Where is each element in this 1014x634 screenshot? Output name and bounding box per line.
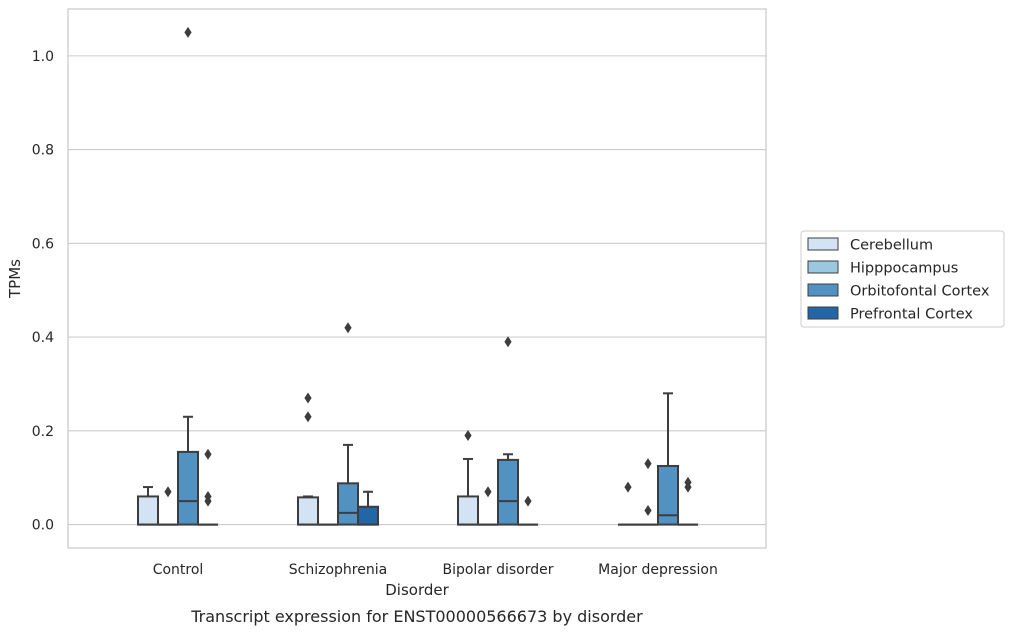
- box-orbitofontal-cortex: [497, 336, 519, 526]
- outlier-point: [464, 430, 472, 442]
- legend-label: Orbitofontal Cortex: [850, 284, 990, 300]
- outlier-point: [644, 458, 652, 470]
- outlier-point: [524, 495, 532, 507]
- x-ticks: Control Schizophrenia Bipolar disorder Majo…: [153, 562, 718, 578]
- outlier-point: [164, 486, 172, 498]
- box-body: [137, 495, 159, 526]
- box-body: [357, 505, 379, 526]
- legend-swatch: [807, 306, 839, 320]
- legend: Cerebellum Hipppocampus Orbitofontal Corte…: [800, 230, 1005, 328]
- box-body: [457, 495, 479, 526]
- x-tick-label: Bipolar disorder: [442, 562, 553, 578]
- box-body: [297, 496, 319, 526]
- box-hipppocampus: [638, 458, 658, 526]
- box-body: [337, 482, 359, 526]
- box-cerebellum: [297, 392, 319, 526]
- box-prefrontal-cortex: [518, 495, 538, 526]
- y-tick-label: 1.0: [32, 49, 54, 65]
- y-tick-label: 0.6: [32, 236, 54, 252]
- box-hipppocampus: [158, 486, 178, 526]
- outlier-point: [624, 481, 632, 493]
- legend-label: Hipppocampus: [850, 261, 958, 277]
- box-prefrontal-cortex: [678, 476, 698, 526]
- box-cerebellum: [618, 481, 638, 526]
- box-prefrontal-cortex: [357, 490, 379, 526]
- outlier-point: [304, 392, 312, 404]
- outlier-point: [684, 476, 692, 488]
- y-axis-label: TPMs: [6, 259, 24, 299]
- legend-swatch: [807, 283, 839, 297]
- box-body: [497, 458, 519, 526]
- legend-swatch: [807, 237, 839, 251]
- outlier-point: [204, 490, 212, 502]
- y-ticks: 0.0 0.2 0.4 0.6 0.8 1.0: [32, 49, 54, 534]
- box-body: [177, 450, 199, 526]
- legend-swatch: [807, 260, 839, 274]
- outlier-point: [184, 26, 192, 38]
- box-prefrontal-cortex: [198, 448, 218, 526]
- gridlines: [68, 55, 766, 526]
- outlier-point: [304, 411, 312, 423]
- outlier-point: [504, 336, 512, 348]
- box-cerebellum: [137, 486, 159, 526]
- x-tick-label: Major depression: [598, 562, 718, 578]
- outlier-point: [644, 505, 652, 517]
- legend-label: Cerebellum: [850, 238, 933, 254]
- plot-frame: [67, 8, 767, 549]
- y-tick-label: 0.8: [32, 143, 54, 159]
- box-orbitofontal-cortex: [337, 322, 359, 526]
- chart-caption: Transcript expression for ENST0000056667…: [190, 607, 643, 626]
- outlier-point: [344, 322, 352, 334]
- legend-label: Prefrontal Cortex: [850, 307, 973, 323]
- y-tick-label: 0.2: [32, 424, 54, 440]
- y-tick-label: 0.4: [32, 330, 54, 346]
- y-tick-label: 0.0: [32, 518, 54, 534]
- box-orbitofontal-cortex: [177, 26, 199, 526]
- box-orbitofontal-cortex: [657, 392, 679, 526]
- x-tick-label: Control: [153, 562, 204, 578]
- box-hipppocampus: [478, 486, 498, 526]
- x-axis-label: Disorder: [385, 581, 449, 599]
- box-cerebellum: [457, 430, 479, 526]
- boxplots: [137, 26, 698, 526]
- legend-frame: [800, 230, 1005, 328]
- outlier-point: [204, 448, 212, 460]
- outlier-point: [484, 486, 492, 498]
- x-tick-label: Schizophrenia: [289, 562, 387, 578]
